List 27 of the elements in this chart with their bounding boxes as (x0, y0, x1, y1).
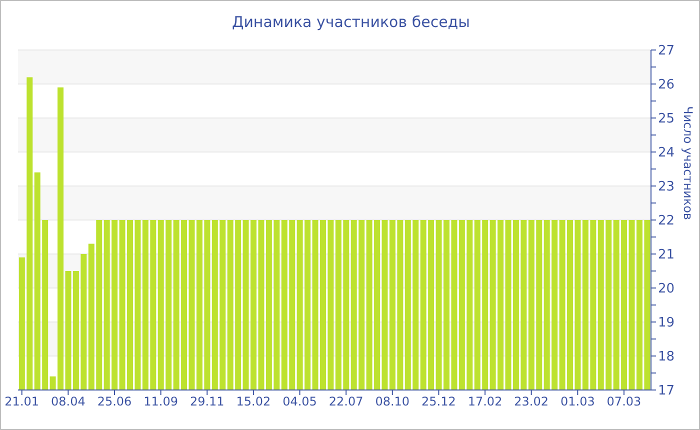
x-tick-label: 07.03 (606, 394, 642, 409)
y-tick-label: 18 (658, 350, 675, 365)
y-axis-title: Число участников (680, 106, 695, 220)
chart-title: Динамика участников беседы (230, 13, 472, 31)
y-tick-label: 26 (658, 78, 675, 93)
y-tick-label: 25 (658, 112, 675, 127)
y-tick-label: 23 (658, 180, 675, 195)
y-tick-label: 20 (658, 282, 675, 297)
x-tick-label: 17.02 (468, 394, 502, 409)
y-tick-label: 17 (658, 384, 675, 399)
x-tick-label: 04.05 (282, 394, 317, 409)
x-tick-label: 11.09 (144, 394, 178, 409)
y-tick-label: 24 (658, 146, 675, 161)
x-tick-label: 22.07 (328, 394, 364, 409)
x-tick-label: 23.02 (514, 394, 549, 409)
x-tick-label: 08.04 (50, 394, 86, 409)
x-tick-label: 15.02 (236, 394, 271, 409)
x-tick-label: 21.01 (4, 394, 40, 409)
y-tick-label: 21 (658, 248, 675, 263)
x-tick-label: 08.10 (375, 394, 410, 409)
y-tick-label: 27 (658, 44, 675, 59)
y-tick-label: 19 (658, 316, 675, 331)
x-tick-label: 29.11 (190, 394, 224, 409)
y-tick-label: 22 (658, 214, 675, 229)
x-tick-label: 25.12 (422, 394, 456, 409)
x-tick-label: 25.06 (97, 394, 132, 409)
x-tick-label: 01.03 (560, 394, 595, 409)
